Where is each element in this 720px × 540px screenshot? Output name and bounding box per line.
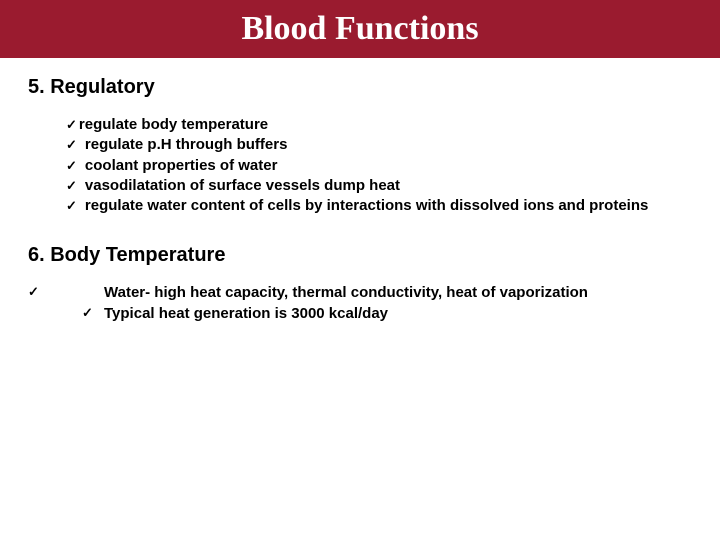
section-6: 6. Body Temperature ✓ Water- high heat c…: [28, 244, 692, 324]
check-icon: ✓: [66, 198, 77, 213]
list-item-text: Water- high heat capacity, thermal condu…: [104, 283, 692, 303]
page-title: Blood Functions: [241, 10, 478, 48]
section-6-list: ✓ Water- high heat capacity, thermal con…: [28, 283, 692, 324]
list-item: ✓regulate body temperature: [66, 115, 692, 135]
check-icon: ✓: [66, 178, 77, 193]
list-item: ✓ coolant properties of water: [66, 156, 692, 176]
list-item-text: Typical heat generation is 3000 kcal/day: [104, 304, 692, 324]
list-item-text: regulate body temperature: [79, 116, 268, 133]
check-icon-inner: [56, 283, 104, 303]
check-icon: ✓: [56, 304, 104, 324]
title-bar: Blood Functions: [0, 0, 720, 58]
check-icon: ✓: [28, 283, 56, 303]
check-outer-empty: [28, 304, 56, 324]
list-item: ✓ vasodilatation of surface vessels dump …: [66, 176, 692, 196]
check-icon: ✓: [66, 117, 77, 132]
check-icon: ✓: [66, 137, 77, 152]
section-6-heading: 6. Body Temperature: [28, 244, 692, 267]
list-item-text: vasodilatation of surface vessels dump h…: [85, 177, 400, 194]
section-5-heading: 5. Regulatory: [28, 76, 692, 99]
list-item: ✓ Typical heat generation is 3000 kcal/d…: [28, 304, 692, 324]
slide-content: 5. Regulatory ✓regulate body temperature…: [0, 58, 720, 324]
check-icon: ✓: [66, 158, 77, 173]
list-item-text: regulate p.H through buffers: [85, 136, 288, 153]
list-item-text: regulate water content of cells by inter…: [85, 197, 648, 214]
list-item: ✓ Water- high heat capacity, thermal con…: [28, 283, 692, 303]
list-item: ✓ regulate p.H through buffers: [66, 135, 692, 155]
list-item-text: coolant properties of water: [85, 157, 278, 174]
section-5-list: ✓regulate body temperature ✓regulate p.H…: [28, 115, 692, 216]
list-item: ✓ regulate water content of cells by inte…: [66, 196, 692, 216]
